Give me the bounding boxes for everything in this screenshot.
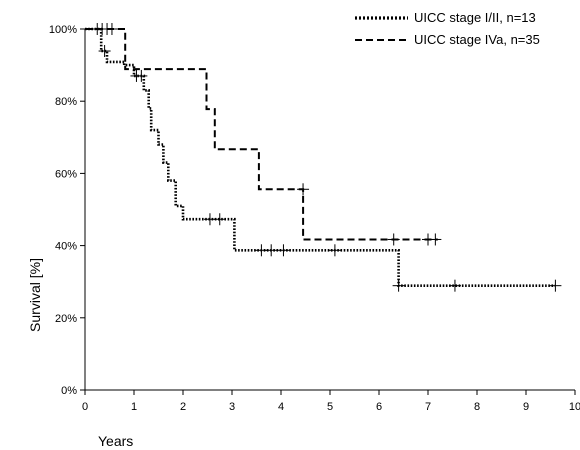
censor-mark	[429, 233, 442, 246]
censor-mark	[135, 69, 148, 82]
legend-label-stage-4a: UICC stage IVa, n=35	[414, 32, 540, 47]
censor-mark	[98, 45, 111, 58]
censor-mark	[448, 279, 461, 292]
x-tick-label: 5	[327, 401, 333, 413]
axes: 0% 20% 40% 60% 80% 100% 0 1 2 3 4 5 6 7 8 9 10	[49, 24, 580, 413]
censor-mark	[277, 244, 290, 257]
censor-mark	[297, 183, 310, 196]
y-tick-label: 20%	[55, 313, 77, 325]
x-tick-label: 9	[523, 401, 529, 413]
x-tick-label: 3	[229, 401, 235, 413]
survival-curve-stage-1-2	[85, 27, 556, 287]
censor-mark	[392, 279, 405, 292]
y-axis-title: Survival [%]	[27, 258, 43, 332]
legend-label-stage-1-2: UICC stage I/II, n=13	[414, 10, 536, 25]
x-axis-title: Years	[98, 433, 133, 449]
censor-mark	[328, 244, 341, 257]
x-tick-label: 0	[82, 401, 88, 413]
survival-curve-stage-4a	[85, 28, 438, 241]
x-tick-label: 7	[425, 401, 431, 413]
censor-mark	[549, 279, 562, 292]
x-tick-label: 2	[180, 401, 186, 413]
x-tick-label: 4	[278, 401, 284, 413]
censor-mark	[213, 213, 226, 226]
y-tick-label: 60%	[55, 168, 77, 180]
y-tick-label: 0%	[61, 385, 77, 397]
series-layer	[85, 27, 556, 287]
y-tick-label: 80%	[55, 96, 77, 108]
y-tick-label: 40%	[55, 241, 77, 253]
x-tick-label: 6	[376, 401, 382, 413]
censor-mark	[387, 233, 400, 246]
legend: UICC stage I/II, n=13 UICC stage IVa, n=…	[355, 10, 540, 47]
x-tick-label: 1	[131, 401, 137, 413]
x-tick-label: 10	[569, 401, 580, 413]
censor-marks	[91, 23, 562, 292]
censor-mark	[105, 23, 118, 35]
x-tick-label: 8	[474, 401, 480, 413]
censor-mark	[265, 244, 278, 257]
y-tick-label: 100%	[49, 24, 77, 36]
